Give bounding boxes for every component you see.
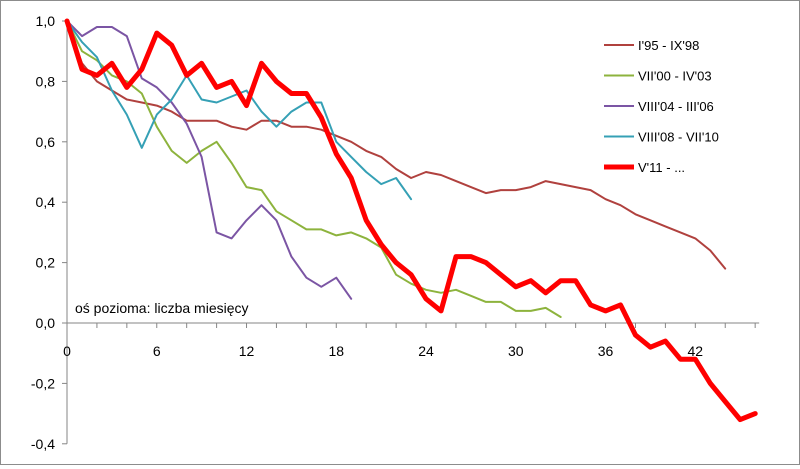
legend-label-1: I'95 - IX'98 [638, 38, 699, 53]
y-tick-label: 0,6 [36, 134, 56, 150]
series-line-3 [66, 20, 353, 300]
legend-label-5: V'11 - ... [638, 160, 685, 175]
series-line-2 [66, 20, 562, 318]
y-tick-label: 0,8 [36, 73, 56, 89]
x-tick-label: 24 [418, 343, 434, 359]
axes-group: 1,0 0,8 0,6 0,4 0,2 0,0 -0,2 -0,4 0 6 12 18 24 30 36 42 [31, 13, 760, 452]
series-line-4 [66, 20, 413, 201]
series-group [64, 18, 758, 423]
series-line-5 [64, 18, 758, 423]
x-tick-label: 18 [328, 343, 344, 359]
legend: I'95 - IX'98 VII'00 - IV'03 VIII'04 - III'… [604, 38, 719, 175]
y-tick-label: -0,4 [31, 436, 55, 452]
y-tick-label: 0,4 [36, 194, 56, 210]
x-tick-label: 6 [153, 343, 161, 359]
legend-label-3: VIII'04 - III'06 [638, 99, 714, 114]
y-tick-label: 0,0 [36, 315, 56, 331]
x-tick-label: 42 [688, 343, 704, 359]
x-tick-label: 12 [239, 343, 255, 359]
x-axis-annotation: oś pozioma: liczba miesięcy [75, 300, 249, 316]
legend-label-4: VIII'08 - VII'10 [638, 130, 719, 145]
y-tick-label: 1,0 [36, 13, 56, 29]
x-tick-label: 36 [598, 343, 614, 359]
x-tick-label: 0 [63, 343, 71, 359]
series-line-1 [66, 20, 727, 270]
y-tick-label: -0,2 [31, 375, 55, 391]
y-tick-label: 0,2 [36, 255, 56, 271]
legend-label-2: VII'00 - IV'03 [638, 69, 712, 84]
x-tick-label: 30 [508, 343, 524, 359]
